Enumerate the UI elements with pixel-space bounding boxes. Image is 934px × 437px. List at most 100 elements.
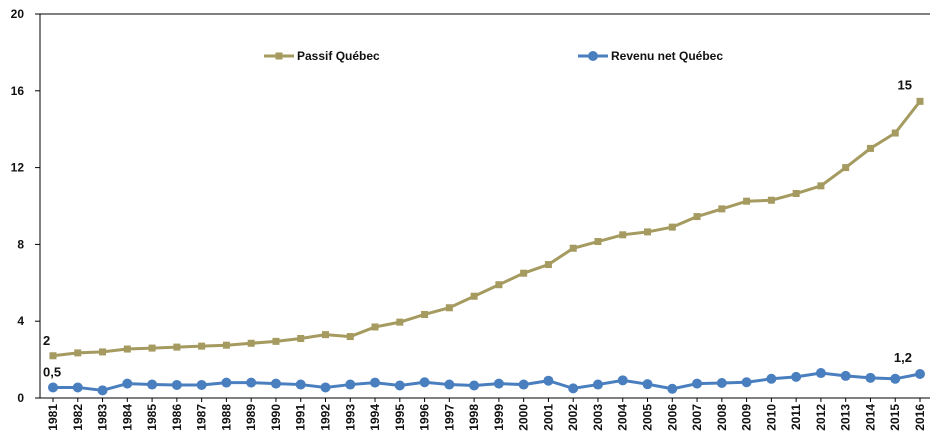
data-point: [594, 238, 602, 246]
data-point: [171, 379, 182, 390]
x-tick-label: 1995: [393, 404, 407, 431]
legend-marker: [275, 52, 283, 60]
x-tick-label: 1983: [96, 404, 110, 431]
x-tick-label: 2004: [616, 404, 630, 431]
data-point: [693, 213, 701, 221]
legend-item: Passif Québec: [264, 49, 380, 63]
x-tick-label: 1999: [492, 404, 506, 431]
data-point: [246, 377, 257, 388]
chart-series: [48, 97, 925, 396]
data-point: [396, 318, 404, 326]
data-point: [445, 304, 453, 312]
series-line: [52, 100, 922, 358]
x-tick-label: 2008: [715, 404, 729, 431]
data-point: [320, 382, 331, 393]
data-point: [667, 383, 678, 394]
data-point: [916, 97, 924, 105]
x-tick-label: 2001: [541, 404, 555, 431]
data-point: [295, 379, 306, 390]
y-tick-label: 12: [11, 161, 25, 175]
x-tick-label: 1981: [46, 404, 60, 431]
x-tick-label: 2010: [764, 404, 778, 431]
data-point: [148, 344, 156, 352]
x-tick-label: 2015: [888, 404, 902, 431]
data-label: 2: [43, 333, 50, 348]
x-tick-label: 2003: [591, 404, 605, 431]
data-point: [297, 334, 305, 342]
y-axis-ticks: 0 4 8 12 16 20: [11, 7, 40, 405]
x-tick-label: 2002: [566, 404, 580, 431]
data-point: [544, 261, 552, 269]
x-tick-label: 2005: [641, 404, 655, 431]
x-tick-label: 2014: [863, 404, 877, 431]
data-label: 1,2: [894, 350, 912, 365]
data-point: [617, 375, 628, 386]
x-tick-label: 1994: [368, 404, 382, 431]
data-point: [196, 379, 207, 390]
x-tick-label: 1990: [269, 404, 283, 431]
x-tick-label: 2009: [740, 404, 754, 431]
data-point: [247, 339, 255, 347]
chart-axes: [39, 13, 930, 399]
data-point: [346, 333, 354, 341]
data-point: [592, 379, 603, 390]
legend-item: Revenu net Québec: [578, 49, 723, 63]
x-tick-label: 1989: [244, 404, 258, 431]
data-point: [173, 343, 181, 351]
data-point: [716, 378, 727, 389]
data-point: [890, 373, 901, 384]
data-point: [915, 369, 925, 379]
legend-label: Passif Québec: [297, 49, 380, 63]
data-label: 15: [898, 77, 912, 92]
data-point: [520, 269, 528, 277]
x-tick-label: 2007: [690, 404, 704, 431]
data-point: [543, 375, 554, 386]
y-tick-label: 8: [17, 237, 24, 251]
data-point: [469, 380, 480, 391]
data-point: [668, 223, 676, 231]
data-point: [568, 383, 579, 394]
data-point: [842, 164, 850, 172]
x-tick-label: 2006: [665, 404, 679, 431]
data-point: [222, 341, 230, 349]
data-point: [97, 385, 108, 396]
series-1: [48, 368, 925, 396]
y-tick-label: 0: [17, 391, 24, 405]
data-point: [815, 368, 826, 379]
data-point: [74, 349, 82, 357]
x-tick-label: 2012: [814, 404, 828, 431]
x-tick-label: 1988: [219, 404, 233, 431]
data-point: [421, 310, 429, 318]
data-point: [569, 244, 577, 252]
data-point: [718, 205, 726, 213]
data-point: [72, 382, 83, 393]
data-point: [792, 190, 800, 198]
data-point: [840, 370, 851, 381]
y-tick-label: 20: [11, 7, 25, 21]
data-point: [272, 337, 280, 345]
x-tick-label: 1987: [195, 404, 209, 431]
chart-legend: Passif Québec Revenu net Québec: [264, 49, 723, 63]
data-point: [419, 377, 430, 388]
data-point: [122, 378, 133, 389]
data-point: [644, 228, 652, 236]
data-point: [619, 231, 627, 239]
data-point: [642, 379, 653, 390]
y-tick-label: 16: [11, 84, 25, 98]
x-tick-label: 1991: [294, 404, 308, 431]
x-tick-label: 1993: [343, 404, 357, 431]
x-tick-label: 1997: [442, 404, 456, 431]
data-point: [48, 382, 58, 393]
data-point: [444, 379, 455, 390]
x-tick-label: 1996: [418, 404, 432, 431]
data-point: [767, 196, 775, 204]
data-point: [743, 197, 751, 205]
x-tick-label: 1998: [467, 404, 481, 431]
data-point: [470, 292, 478, 300]
x-tick-label: 1982: [71, 404, 85, 431]
data-point: [345, 379, 356, 390]
legend-marker: [588, 51, 598, 61]
y-tick-label: 4: [17, 314, 24, 328]
data-point: [495, 281, 503, 289]
series-0: [49, 97, 924, 360]
